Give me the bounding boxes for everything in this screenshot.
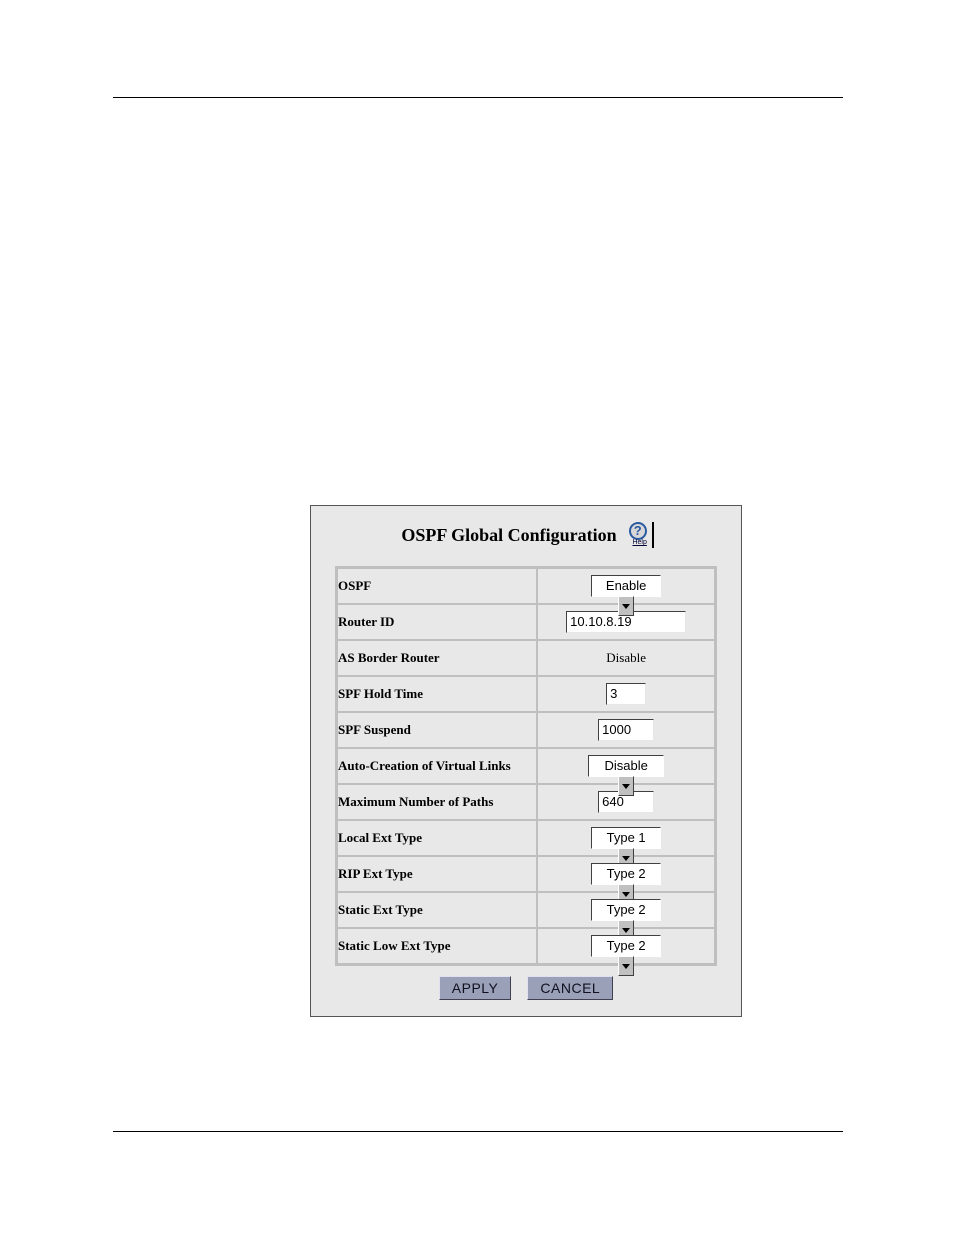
bottom-divider: [113, 1131, 843, 1132]
config-input[interactable]: 1000: [598, 719, 654, 741]
config-table: OSPF Enable Router ID10.10.8.19AS Border R…: [335, 566, 717, 966]
chevron-down-icon[interactable]: [618, 776, 634, 796]
config-value-cell: Type 1: [537, 820, 715, 856]
config-label: Auto-Creation of Virtual Links: [337, 748, 537, 784]
config-select-value: Disable: [593, 756, 659, 776]
config-value-cell: 1000: [537, 712, 715, 748]
config-select-value: Type 1: [596, 828, 656, 848]
config-value-cell: Disable: [537, 640, 715, 676]
config-label: SPF Hold Time: [337, 676, 537, 712]
config-label: Maximum Number of Paths: [337, 784, 537, 820]
apply-button[interactable]: APPLY: [439, 976, 512, 1000]
config-label: SPF Suspend: [337, 712, 537, 748]
config-select[interactable]: Disable: [588, 755, 664, 777]
config-select-value: Type 2: [596, 900, 656, 920]
config-select-value: Type 2: [596, 864, 656, 884]
config-row: SPF Hold Time 3: [337, 676, 715, 712]
config-row: OSPF Enable: [337, 568, 715, 604]
config-select[interactable]: Type 2: [591, 863, 661, 885]
cancel-button[interactable]: CANCEL: [527, 976, 613, 1000]
config-label: Static Ext Type: [337, 892, 537, 928]
config-select-value: Type 2: [596, 936, 656, 956]
config-label: Static Low Ext Type: [337, 928, 537, 964]
config-value-cell: Disable: [537, 748, 715, 784]
config-row: Static Low Ext Type Type 2: [337, 928, 715, 964]
config-select[interactable]: Type 2: [591, 935, 661, 957]
config-row: Static Ext Type Type 2: [337, 892, 715, 928]
config-row: AS Border Router Disable: [337, 640, 715, 676]
config-label: OSPF: [337, 568, 537, 604]
config-row: Auto-Creation of Virtual Links Disable: [337, 748, 715, 784]
config-static-value: Disable: [606, 650, 646, 665]
config-select[interactable]: Type 1: [591, 827, 661, 849]
config-row: SPF Suspend 1000: [337, 712, 715, 748]
config-select-value: Enable: [596, 576, 656, 596]
panel-title: OSPF Global Configuration: [401, 525, 616, 546]
panel-title-row: OSPF Global Configuration ? Help: [335, 522, 717, 548]
config-row: Maximum Number of Paths640: [337, 784, 715, 820]
config-label: AS Border Router: [337, 640, 537, 676]
help-icon[interactable]: ? Help: [629, 522, 651, 548]
config-label: RIP Ext Type: [337, 856, 537, 892]
config-select[interactable]: Enable: [591, 575, 661, 597]
chevron-down-icon[interactable]: [618, 956, 634, 976]
ospf-config-panel: OSPF Global Configuration ? Help OSPF Ena…: [310, 505, 742, 1017]
config-label: Local Ext Type: [337, 820, 537, 856]
config-select[interactable]: Type 2: [591, 899, 661, 921]
config-value-cell: Enable: [537, 568, 715, 604]
button-row: APPLY CANCEL: [335, 976, 717, 1000]
config-row: RIP Ext Type Type 2: [337, 856, 715, 892]
config-row: Local Ext Type Type 1: [337, 820, 715, 856]
config-value-cell: 3: [537, 676, 715, 712]
config-label: Router ID: [337, 604, 537, 640]
config-input[interactable]: 3: [606, 683, 646, 705]
chevron-down-icon[interactable]: [618, 596, 634, 616]
config-row: Router ID10.10.8.19: [337, 604, 715, 640]
page: OSPF Global Configuration ? Help OSPF Ena…: [0, 0, 954, 1235]
top-divider: [113, 97, 843, 98]
